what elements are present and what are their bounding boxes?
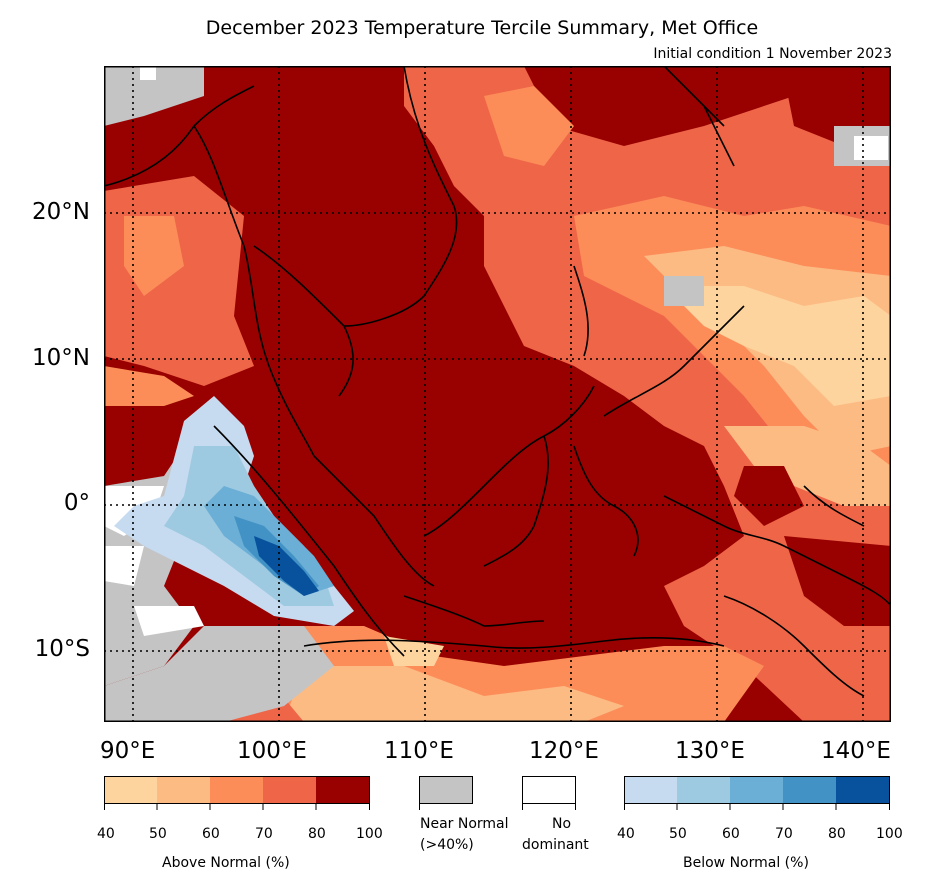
- no-dominant-caption-1: No: [552, 816, 572, 832]
- below-60-70: [730, 776, 783, 804]
- below-tick-100: 100: [876, 826, 903, 842]
- chart-subtitle: Initial condition 1 November 2023: [653, 46, 892, 62]
- above-normal-colorbar: [104, 776, 370, 810]
- no-dominant-caption-2: dominant: [522, 837, 589, 853]
- no-dominant-swatch: [522, 776, 576, 810]
- below-normal-patches: [114, 396, 354, 626]
- above-60-70: [210, 776, 263, 804]
- above-normal-patches: [104, 66, 891, 722]
- lon-label-130e: 130°E: [675, 738, 745, 764]
- below-normal-caption: Below Normal (%): [683, 855, 809, 871]
- near-normal-caption-1: Near Normal: [420, 816, 509, 832]
- above-tick-60: 60: [202, 826, 220, 842]
- below-50-60: [677, 776, 730, 804]
- lon-label-140e: 140°E: [821, 738, 891, 764]
- above-70-80: [263, 776, 316, 804]
- lat-label-10s: 10°S: [34, 636, 90, 662]
- coastlines: [104, 66, 891, 697]
- near-normal-swatch: [419, 776, 473, 810]
- lon-label-100e: 100°E: [237, 738, 307, 764]
- above-80-100: [316, 776, 370, 804]
- lon-label-120e: 120°E: [529, 738, 599, 764]
- above-tick-50: 50: [149, 826, 167, 842]
- below-70-80: [783, 776, 836, 804]
- above-40-50: [104, 776, 157, 804]
- near-normal-caption-2: (>40%): [420, 837, 474, 853]
- below-tick-60: 60: [722, 826, 740, 842]
- map-frame: [104, 66, 891, 722]
- below-normal-colorbar: [624, 776, 890, 810]
- lat-label-equator: 0°: [63, 490, 90, 516]
- above-tick-70: 70: [255, 826, 273, 842]
- chart-title: December 2023 Temperature Tercile Summar…: [205, 17, 759, 39]
- tercile-map: [104, 66, 891, 722]
- above-tick-40: 40: [97, 826, 115, 842]
- above-normal-caption: Above Normal (%): [162, 855, 290, 871]
- lon-label-110e: 110°E: [384, 738, 454, 764]
- lon-label-90e: 90°E: [100, 738, 156, 764]
- above-tick-80: 80: [308, 826, 326, 842]
- below-tick-50: 50: [669, 826, 687, 842]
- lat-label-20n: 20°N: [32, 199, 90, 225]
- below-tick-40: 40: [617, 826, 635, 842]
- below-80-100: [836, 776, 890, 804]
- graticule: [104, 66, 891, 722]
- below-40-50: [624, 776, 677, 804]
- above-50-60: [157, 776, 210, 804]
- below-tick-70: 70: [775, 826, 793, 842]
- above-tick-100: 100: [356, 826, 383, 842]
- lat-label-10n: 10°N: [32, 345, 90, 371]
- below-tick-80: 80: [828, 826, 846, 842]
